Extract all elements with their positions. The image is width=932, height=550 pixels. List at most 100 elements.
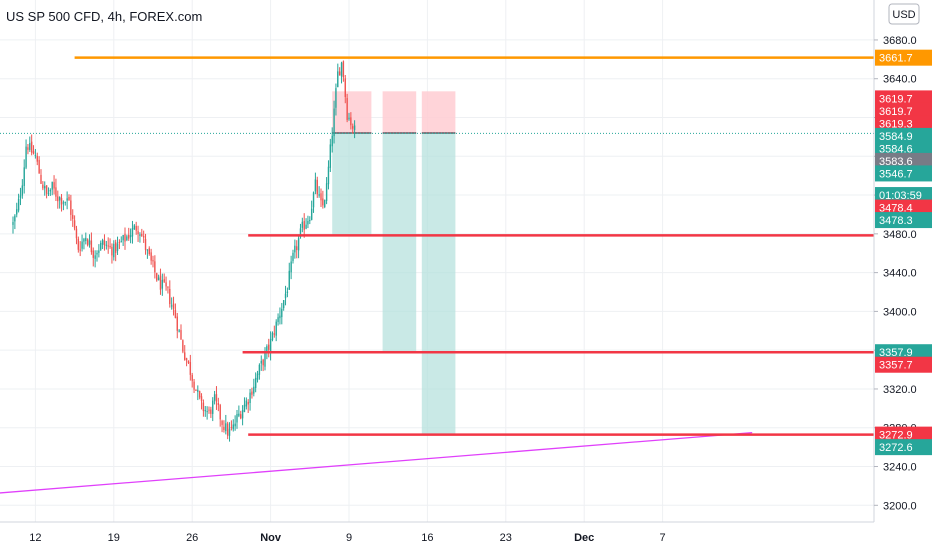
candle-body	[146, 249, 149, 251]
take-profit-zone[interactable]	[382, 133, 417, 353]
price-tag-bg	[875, 212, 932, 229]
candle-body	[62, 202, 65, 204]
x-tick-label: 12	[29, 532, 41, 544]
candle-body	[83, 239, 85, 242]
candle-body	[180, 330, 182, 340]
candle-body	[86, 239, 89, 246]
candle-body	[167, 286, 169, 288]
price-tag-label: 3583.6	[879, 156, 913, 168]
candle-body	[344, 78, 346, 98]
price-tag-bg	[875, 115, 932, 132]
candle-body	[139, 234, 141, 236]
candle-body	[85, 237, 87, 241]
candle-body	[36, 156, 38, 162]
stop-loss-zone[interactable]	[382, 91, 417, 134]
candle-body	[38, 159, 40, 174]
candle-body	[113, 243, 115, 258]
time-axis-ticks: 12 19 26 Nov 9 16 23 Dec 7	[29, 532, 665, 544]
candle-body	[116, 243, 119, 251]
candle-body	[200, 396, 203, 402]
candle-body	[325, 183, 328, 201]
candle-body	[193, 381, 195, 390]
candle-body	[182, 340, 184, 352]
time-axis[interactable]	[0, 522, 932, 550]
candle-body	[288, 270, 290, 290]
candle-body	[165, 282, 167, 287]
candle-body	[90, 240, 93, 253]
x-tick-label: Dec	[574, 532, 594, 544]
price-tag-bg	[875, 165, 932, 182]
candle-body	[128, 234, 130, 239]
price-tag-bg	[875, 439, 932, 456]
take-profit-zone[interactable]	[332, 133, 372, 236]
candle-body	[290, 261, 292, 273]
candle-body	[60, 197, 63, 205]
candle-body	[333, 108, 335, 137]
candle-body	[152, 259, 154, 262]
candle-body	[320, 193, 322, 201]
candle-body	[170, 305, 173, 307]
candle-body	[72, 214, 74, 219]
stop-loss-zone[interactable]	[421, 91, 456, 134]
candle-body	[51, 181, 53, 190]
x-tick-label: 16	[421, 532, 433, 544]
candle-body	[156, 273, 158, 281]
candle-body	[133, 225, 136, 230]
candle-body	[32, 151, 35, 154]
candle-body	[129, 235, 132, 238]
candle-body	[131, 228, 134, 237]
candle-body	[75, 228, 78, 239]
trend-line[interactable]	[0, 431, 753, 494]
candle-body	[53, 182, 55, 189]
candle-body	[258, 364, 261, 375]
trend-line-segment[interactable]	[0, 431, 753, 494]
price-tag-label: 3619.7	[879, 93, 913, 105]
y-tick-label: 3480.0	[883, 229, 917, 241]
candle-body	[198, 391, 201, 398]
candle-body	[296, 246, 298, 250]
candle-body	[262, 359, 264, 366]
take-profit-zone[interactable]	[421, 133, 456, 435]
candle-body	[331, 135, 333, 147]
candle-body	[338, 71, 341, 76]
candle-body	[174, 309, 177, 318]
stop-loss-zone[interactable]	[332, 91, 372, 134]
candle-body	[163, 279, 165, 282]
candle-body	[45, 185, 48, 194]
candles	[12, 60, 356, 442]
candle-body	[103, 240, 106, 246]
candle-body	[30, 141, 33, 153]
candle-body	[346, 98, 348, 120]
price-tag-bg	[875, 199, 932, 216]
price-tag-bg	[875, 49, 932, 66]
candle-body	[70, 200, 72, 215]
candle-body	[303, 221, 305, 230]
candle-body	[44, 186, 46, 189]
y-tick-label: 3200.0	[883, 500, 917, 512]
horizontal-levels[interactable]	[74, 56, 874, 436]
position-zones[interactable]	[332, 91, 456, 435]
candle-body	[68, 196, 70, 201]
candle-body	[96, 252, 98, 255]
candle-body	[350, 117, 352, 126]
candle-body	[120, 241, 122, 243]
candle-body	[94, 255, 96, 259]
candle-body	[187, 360, 190, 363]
candle-body	[101, 239, 104, 245]
candle-body	[17, 198, 20, 211]
candle-body	[202, 402, 205, 412]
candle-body	[12, 222, 14, 225]
candle-body	[301, 221, 304, 228]
candle-body	[197, 389, 199, 392]
price-tag-label: 3619.3	[879, 118, 913, 130]
candle-body	[169, 288, 171, 305]
candle-body	[126, 236, 128, 241]
x-tick-label: 23	[500, 532, 512, 544]
y-tick-label: 3640.0	[883, 74, 917, 86]
y-tick-label: 3320.0	[883, 384, 917, 396]
candle-body	[215, 394, 218, 402]
candle-body	[210, 409, 212, 414]
price-tag-bg	[875, 127, 932, 144]
currency-button[interactable]: USD	[888, 3, 920, 25]
